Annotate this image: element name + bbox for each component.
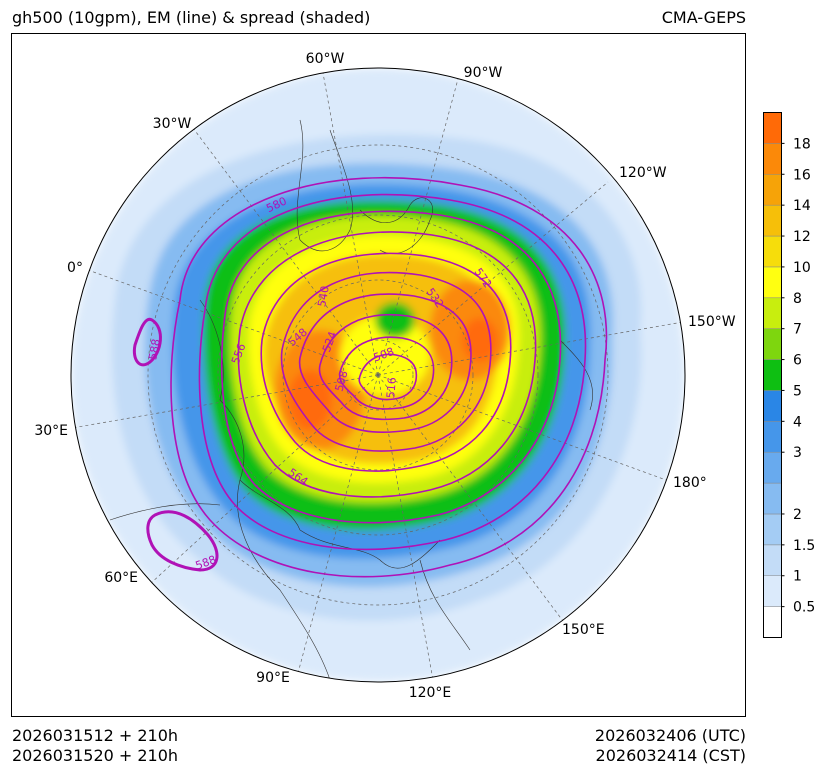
colorbar-swatch-13 (763, 204, 782, 237)
colorbar-label-9: 7 (793, 322, 802, 338)
colorbar-label-2: 1.5 (793, 538, 815, 554)
colorbar-swatch-16 (763, 112, 782, 144)
contour-572 (198, 193, 587, 551)
height-contours (170, 176, 608, 578)
colorbar-label-10: 8 (793, 291, 802, 307)
colorbar-label-5: 3 (793, 445, 802, 461)
colorbar-label-8: 6 (793, 353, 802, 369)
colorbar-label-14: 16 (793, 167, 811, 183)
colorbar-swatch-12 (763, 235, 782, 268)
contour-524 (318, 313, 453, 421)
contour-540 (280, 271, 492, 452)
contour-580 (170, 176, 608, 578)
lon-label-90w: 90°W (464, 65, 503, 81)
colorbar-label-15: 18 (793, 136, 811, 152)
contour-label-3: 540 (315, 285, 331, 308)
lon-label-90e: 90°E (256, 670, 290, 686)
contour-564 (220, 210, 562, 524)
colorbar-swatch-8 (763, 359, 782, 391)
spread-green-pocket (375, 302, 415, 338)
valid-time-cst: 2026032414 (CST) (595, 746, 746, 765)
colorbar-swatch-1 (763, 575, 782, 607)
model-name: CMA-GEPS (661, 8, 746, 27)
colorbar-swatch-11 (763, 266, 782, 299)
colorbar-label-1: 1 (793, 569, 802, 585)
coastlines (109, 119, 593, 681)
lon-label-0: 0° (67, 260, 83, 276)
contour-label-10: 516 (384, 377, 399, 399)
colorbar-swatch-4 (763, 482, 782, 515)
valid-time-utc: 2026032406 (UTC) (594, 726, 746, 745)
colorbar-label-11: 10 (793, 260, 811, 276)
chart-title: gh500 (10gpm), EM (line) & spread (shade… (12, 8, 371, 27)
contour-label-11: 588 (146, 338, 162, 361)
lon-label-30w: 30°W (153, 116, 192, 132)
colorbar-swatch-10 (763, 297, 782, 329)
contour-556 (237, 231, 537, 498)
colorbar-label-6: 4 (793, 414, 802, 430)
lon-label-60e: 60°E (104, 570, 138, 586)
contour-588-west (132, 317, 162, 367)
lon-label-60w: 60°W (306, 51, 345, 67)
lon-label-120e: 120°E (409, 685, 452, 701)
colorbar-swatch-5 (763, 451, 782, 484)
graticule (71, 72, 684, 681)
contour-516 (338, 336, 435, 410)
lon-label-120w: 120°W (619, 165, 667, 181)
contour-548 (260, 252, 512, 472)
colorbar-swatch-9 (763, 328, 782, 360)
lon-label-180: 180° (673, 475, 707, 491)
lon-label-150w: 150°W (688, 314, 736, 330)
init-time-utc: 2026031512 + 210h (12, 726, 179, 745)
colorbar-swatch-15 (763, 143, 782, 175)
colorbar-swatch-6 (763, 421, 782, 453)
init-time-cst: 2026031520 + 210h (12, 746, 179, 765)
colorbar-swatch-14 (763, 174, 782, 206)
spread-core-c (288, 370, 332, 430)
contour-532 (298, 293, 472, 433)
lon-label-150e: 150°E (562, 622, 605, 638)
colorbar-label-13: 14 (793, 198, 811, 214)
lon-label-30e: 30°E (34, 423, 68, 439)
colorbar-label-7: 5 (793, 383, 802, 399)
colorbar-swatch-7 (763, 390, 782, 422)
subtropical-high-contours (132, 317, 219, 572)
colorbar-swatch-3 (763, 513, 782, 546)
contour-label-9: 508 (333, 369, 351, 393)
contour-508 (358, 353, 418, 401)
spread-field (71, 68, 685, 682)
colorbar-frame (763, 112, 782, 638)
colorbar-label-3: 2 (793, 507, 802, 523)
contour-588-south (146, 510, 219, 572)
footer-left: 2026031512 + 210h 2026031520 + 210h (12, 726, 178, 766)
colorbar-label-12: 12 (793, 229, 811, 245)
map-boundary (70, 67, 686, 683)
footer-right: 2026032406 (UTC) 2026032414 (CST) (595, 726, 746, 766)
colorbar-swatch-0 (763, 606, 782, 638)
colorbar-label-0: 0.5 (793, 600, 815, 616)
longitude-labels: 60°W 90°W 30°W 120°W 0° 150°W 30°E 180° … (34, 51, 735, 701)
colorbar-swatch-2 (763, 544, 782, 576)
plot-frame (11, 33, 746, 717)
